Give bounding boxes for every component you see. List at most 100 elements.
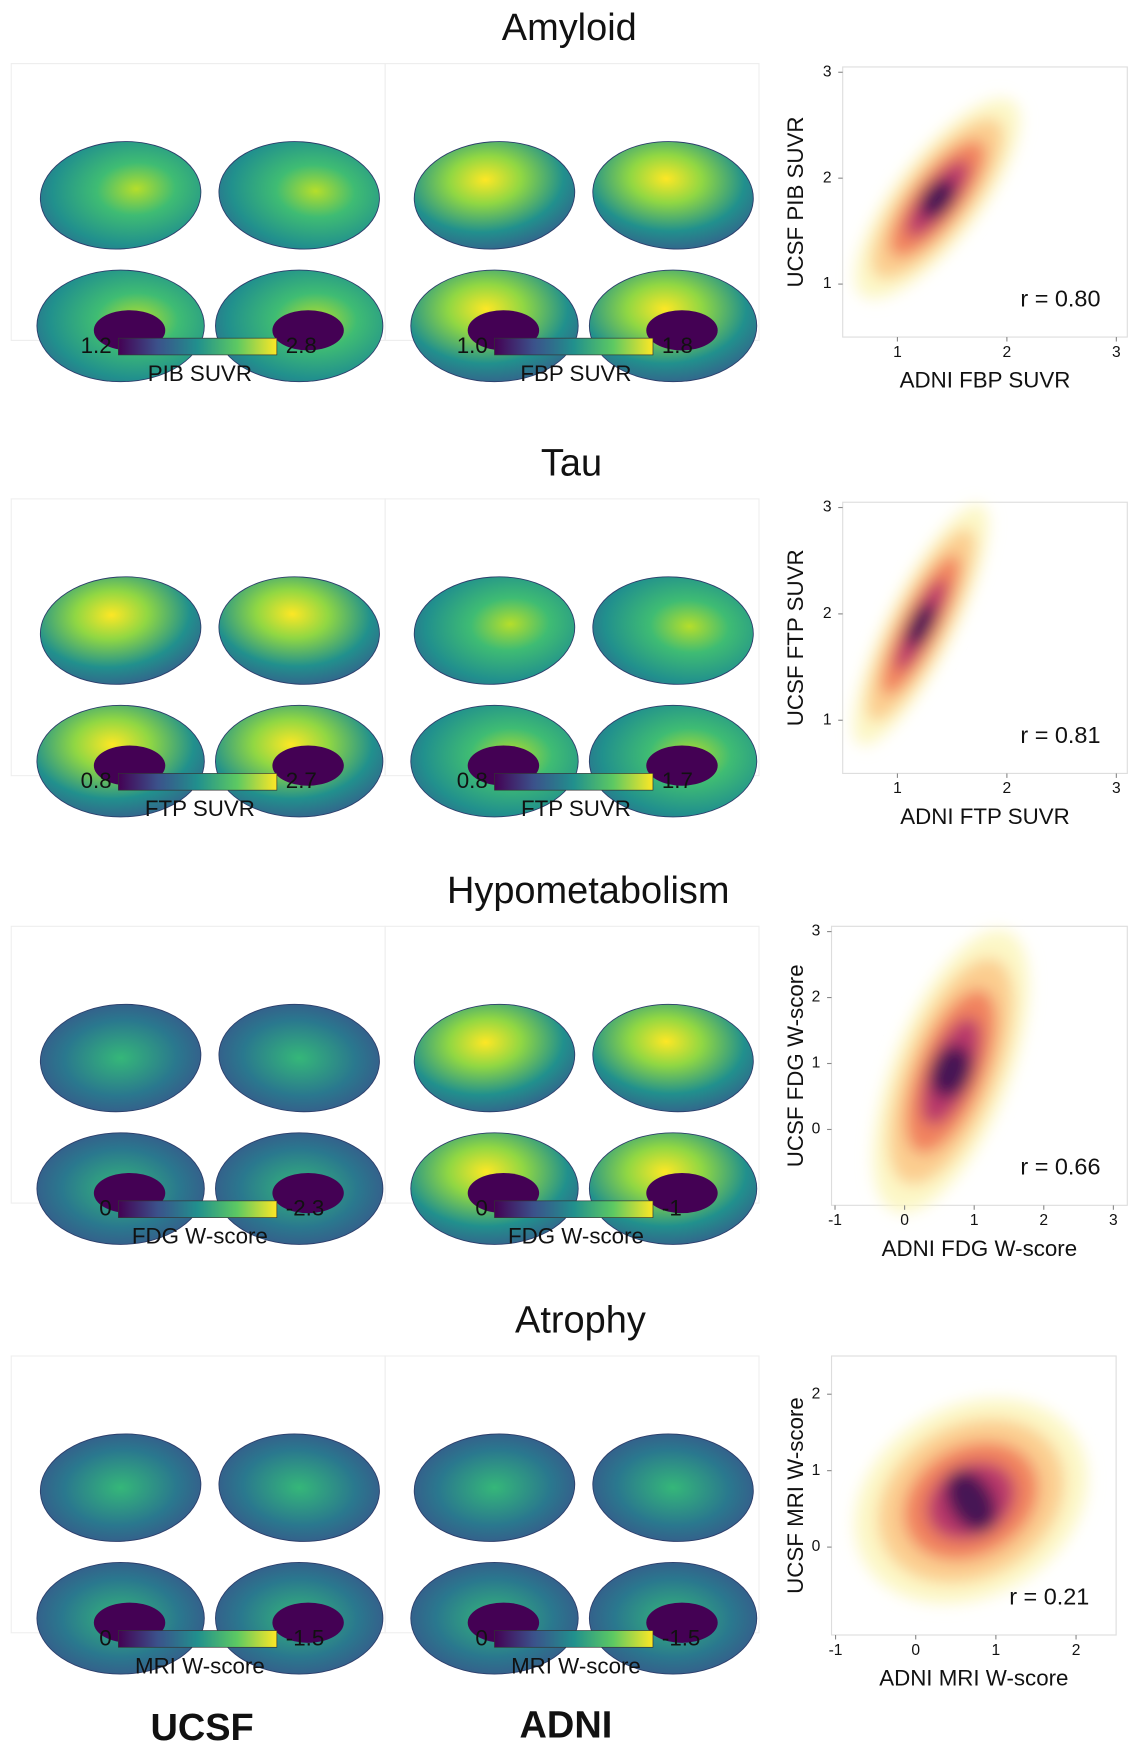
colorbar-max: -1.5 (662, 1625, 700, 1650)
y-tick-label: 3 (823, 63, 832, 80)
brain-lateral (37, 136, 205, 254)
y-tick-label: 3 (823, 499, 832, 516)
x-tick-label: 1 (893, 780, 902, 797)
y-axis-label: UCSF MRI W-score (783, 1397, 808, 1594)
x-tick-label: 1 (893, 344, 902, 361)
footer-right: ADNI (520, 1705, 613, 1747)
correlation: r = 0.81 (1020, 722, 1100, 748)
x-tick-label: 3 (1109, 1212, 1118, 1229)
brain-lateral (215, 999, 383, 1117)
brain-lateral (411, 572, 579, 690)
colorbar-max: 1.8 (662, 333, 693, 358)
colorbar-min: 1.0 (457, 333, 488, 358)
x-tick-label: 0 (911, 1642, 920, 1659)
brain-lateral (589, 136, 757, 254)
colorbar-min: 0 (475, 1196, 487, 1221)
section-title: Tau (541, 442, 602, 484)
colorbar-label: FBP SUVR (520, 361, 631, 386)
colorbar-min: 0 (99, 1625, 111, 1650)
correlation: r = 0.80 (1020, 285, 1100, 311)
x-tick-label: 0 (900, 1212, 909, 1229)
figure: UCSF ADNI Amyloid 1.2 2.8 PIB SUVR 1.0 1.8 FBP… (0, 0, 1143, 1760)
brain-lateral (37, 999, 205, 1117)
colorbar-max: 1.7 (662, 768, 693, 793)
colorbar-max: -1 (662, 1196, 682, 1221)
colorbar-label: FDG W-score (132, 1224, 268, 1249)
brain-lateral (411, 999, 579, 1117)
brain-ventricle (646, 1173, 717, 1213)
colorbar-min: 0.8 (81, 768, 112, 793)
page: {"sections":[ {"title":"Amyloid", "maps"… (0, 0, 1143, 1760)
brain-lateral (37, 572, 205, 690)
y-tick-label: 1 (812, 1055, 821, 1072)
colorbar-label: MRI W-score (511, 1653, 641, 1678)
section-title: Amyloid (502, 7, 637, 49)
density-cloud (829, 76, 1047, 322)
y-tick-label: 2 (823, 169, 832, 186)
brain-lateral (589, 572, 757, 690)
correlation: r = 0.21 (1009, 1583, 1089, 1609)
y-tick-label: 3 (812, 923, 821, 940)
density-cloud (830, 490, 1011, 759)
brain-lateral (411, 1429, 579, 1547)
colorbar-min: 1.2 (81, 333, 112, 358)
colorbar (494, 1631, 652, 1648)
colorbar-label: MRI W-score (135, 1653, 265, 1678)
colorbar-min: 0.8 (457, 768, 488, 793)
section-title: Hypometabolism (447, 870, 730, 912)
brain-lateral (215, 136, 383, 254)
x-tick-label: 2 (1039, 1212, 1048, 1229)
correlation: r = 0.66 (1020, 1154, 1100, 1180)
colorbar (118, 1201, 276, 1218)
colorbar-label: FDG W-score (508, 1224, 644, 1249)
y-axis-label: UCSF FDG W-score (783, 964, 808, 1167)
y-tick-label: 2 (823, 605, 832, 622)
y-tick-label: 1 (823, 711, 832, 728)
y-tick-label: 2 (812, 1385, 821, 1402)
brain-lateral (589, 1429, 757, 1547)
x-tick-label: 2 (1072, 1642, 1081, 1659)
brain-lateral (37, 1429, 205, 1547)
brain-lateral (589, 999, 757, 1117)
colorbar-max: -2.3 (286, 1196, 324, 1221)
footer-left: UCSF (150, 1707, 253, 1749)
colorbar-label: FTP SUVR (145, 796, 255, 821)
colorbar (118, 1631, 276, 1648)
brain-lateral (215, 572, 383, 690)
colorbar-min: 0 (99, 1196, 111, 1221)
x-axis-label: ADNI MRI W-score (879, 1666, 1068, 1691)
x-axis-label: ADNI FDG W-score (882, 1236, 1077, 1261)
y-axis-label: UCSF PIB SUVR (783, 116, 808, 287)
x-tick-label: 1 (970, 1212, 979, 1229)
y-tick-label: 1 (823, 275, 832, 292)
x-axis-label: ADNI FBP SUVR (900, 368, 1071, 393)
x-tick-label: 1 (992, 1642, 1001, 1659)
y-tick-label: 0 (812, 1538, 821, 1555)
colorbar-max: 2.8 (286, 333, 317, 358)
colorbar-label: PIB SUVR (148, 361, 252, 386)
colorbar (118, 773, 276, 790)
x-tick-label: 3 (1112, 344, 1121, 361)
colorbar (118, 338, 276, 355)
colorbar-min: 0 (475, 1625, 487, 1650)
colorbar (494, 338, 652, 355)
y-axis-label: UCSF FTP SUVR (783, 549, 808, 726)
brain-lateral (215, 1429, 383, 1547)
x-tick-label: 2 (1003, 344, 1012, 361)
x-tick-label: -1 (829, 1642, 843, 1659)
colorbar-max: -1.5 (286, 1625, 324, 1650)
colorbar (494, 1201, 652, 1218)
colorbar-label: FTP SUVR (521, 796, 631, 821)
colorbar-max: 2.7 (286, 768, 317, 793)
x-tick-label: 2 (1003, 780, 1012, 797)
y-tick-label: 2 (812, 989, 821, 1006)
x-tick-label: 3 (1112, 780, 1121, 797)
x-axis-label: ADNI FTP SUVR (900, 804, 1069, 829)
brain-lateral (411, 136, 579, 254)
x-tick-label: -1 (828, 1212, 842, 1229)
section-title: Atrophy (515, 1300, 646, 1342)
density-cloud (841, 910, 1061, 1233)
colorbar (494, 773, 652, 790)
y-tick-label: 1 (812, 1462, 821, 1479)
y-tick-label: 0 (812, 1121, 821, 1138)
